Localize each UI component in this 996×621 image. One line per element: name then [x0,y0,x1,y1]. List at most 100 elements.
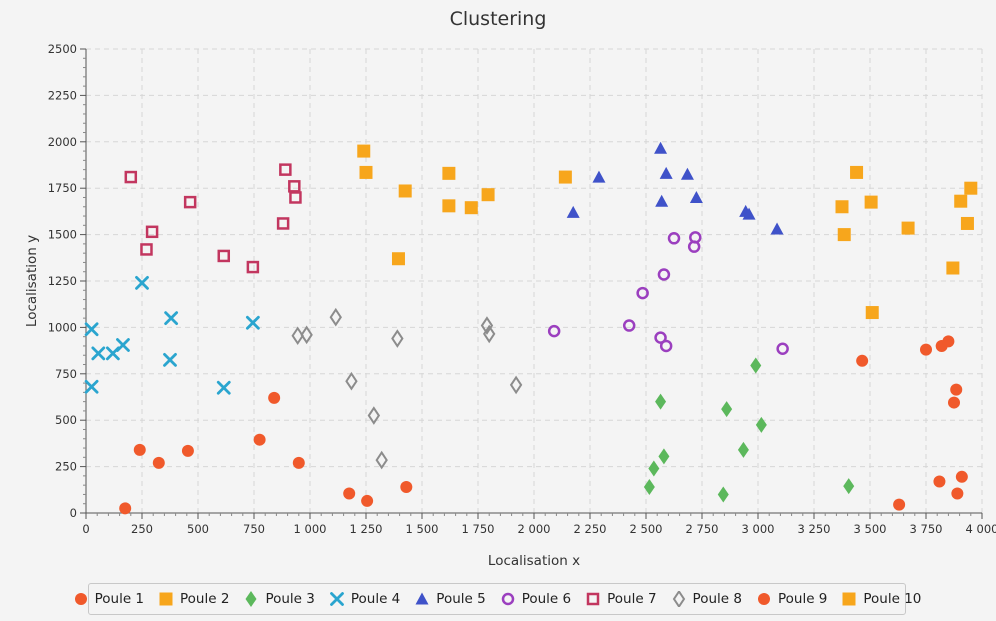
x-tick-label: 750 [243,522,265,536]
data-point [329,307,342,327]
legend-marker-icon [415,592,429,605]
data-point [948,396,960,409]
data-point [464,201,478,215]
y-axis-label: Localisation y [24,235,40,327]
y-tick-label: 1000 [48,320,77,334]
data-point [659,339,673,353]
data-point [933,475,946,488]
data-point [481,188,495,202]
x-tick-label: 0 [82,522,89,536]
data-point [216,380,231,395]
legend-item: Poule 4 [329,591,400,607]
y-tick-label: 500 [55,413,77,427]
data-point [960,216,974,230]
data-point [558,170,572,184]
x-tick-label: 2 500 [630,522,663,536]
x-tick-label: 3 250 [798,522,831,536]
x-tick-label: 1 750 [462,522,495,536]
data-point [300,325,313,345]
legend-item: Poule 5 [414,591,486,607]
data-point [391,252,405,266]
x-tick-label: 2 750 [686,522,719,536]
data-point [133,443,146,456]
y-tick-label: 250 [55,460,77,474]
x-tick-label: 1 250 [350,522,383,536]
data-point [717,486,729,503]
data-point [279,163,292,176]
data-point [367,406,381,425]
legend-marker-icon [159,592,173,606]
legend-label: Poule 1 [94,591,145,607]
chart-title: Clustering [449,8,547,30]
data-point [721,401,733,418]
data-point [622,319,636,332]
data-point [84,322,99,337]
y-tick-label: 1250 [48,274,77,288]
x-tick-label: 1 000 [294,522,327,536]
plot-background [86,49,982,513]
data-point [680,167,694,180]
legend-marker [245,591,257,607]
data-point [864,195,878,209]
legend-item: Poule 9 [756,591,827,607]
data-point [217,249,231,263]
legend-marker [159,592,173,606]
legend-marker-icon [757,593,770,605]
legend-label: Poule 7 [607,591,657,607]
data-point [509,375,523,395]
data-point [480,316,494,335]
data-point [246,260,260,274]
data-point [592,170,606,183]
data-point [667,232,681,245]
legend-marker [74,593,87,605]
y-tick-label: 2250 [48,88,77,102]
y-tick-label: 2500 [48,42,77,56]
data-point [951,487,964,500]
legend-marker-icon [245,591,257,607]
data-point [291,326,304,346]
data-point [442,166,456,180]
data-point [292,456,305,469]
data-point [643,479,655,496]
data-point [116,338,130,352]
data-point [654,141,668,154]
legend-marker-icon [501,592,514,606]
data-point [655,393,667,410]
data-point [343,487,356,500]
x-tick-label: 2 250 [574,522,607,536]
data-point [689,190,703,203]
data-point [750,357,762,374]
data-point [289,191,302,204]
legend-marker [672,591,685,607]
series-7 [124,163,302,274]
data-point [942,335,955,348]
ticks: 0 250 500 750 1 000 1 250 1 500 1 750 2 000 2 250… [48,42,996,536]
y-tick-label: 2000 [48,135,77,149]
data-point [135,275,149,290]
y-tick-label: 0 [70,506,77,520]
data-point [658,448,670,465]
data-point [566,205,580,218]
series-4 [84,275,260,395]
data-point [659,166,673,179]
series-2 [357,144,572,266]
y-tick-label: 1750 [48,181,77,195]
series-1 [119,391,413,515]
data-point [391,329,404,348]
legend-item: Poule 2 [158,591,229,607]
legend-marker-icon [74,593,87,605]
data-point [442,199,456,213]
legend-label: Poule 8 [692,591,742,607]
data-point [901,221,915,235]
legend-item: Poule 3 [243,591,315,607]
data-point [843,478,855,495]
data-point [776,342,789,355]
data-point [654,331,667,344]
legend-item: Poule 1 [73,591,144,607]
data-point [837,228,851,242]
data-point [119,502,132,515]
data-point [84,379,99,394]
legend-marker [842,592,856,606]
data-point [91,346,106,361]
